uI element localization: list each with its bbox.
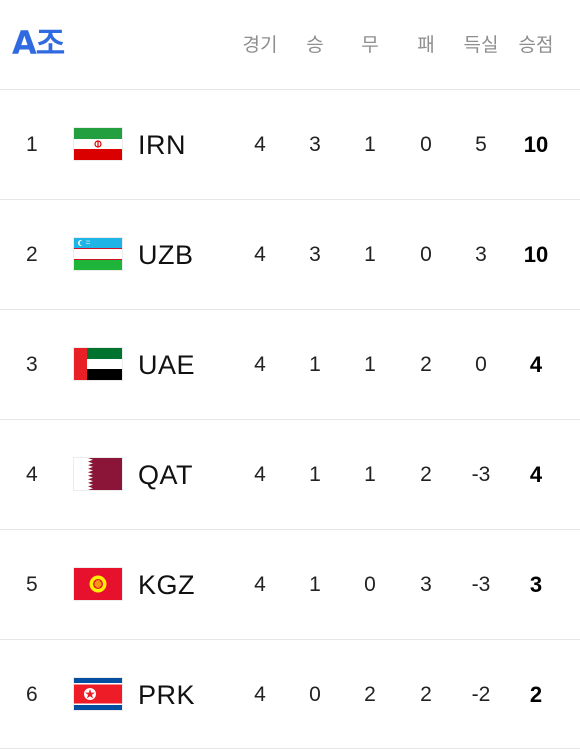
played: 4 (254, 243, 266, 266)
table-row[interactable]: 1 IRN 4 3 1 0 5 10 (0, 89, 580, 199)
goal-diff: 3 (475, 243, 487, 266)
standings-table: 1 IRN 4 3 1 0 5 10 2 (0, 89, 580, 749)
drawn: 1 (364, 463, 376, 486)
header-points: 승점 (518, 34, 554, 56)
standings-header: A조 경기 승 무 패 득실 승점 (0, 0, 580, 88)
drawn: 0 (364, 573, 376, 596)
lost: 2 (420, 683, 432, 706)
table-row[interactable]: 2 UZB 4 3 1 0 3 10 (0, 199, 580, 309)
won: 0 (309, 683, 321, 706)
header-lost: 패 (417, 34, 435, 56)
won: 3 (309, 133, 321, 156)
goal-diff: -2 (471, 683, 491, 706)
played: 4 (254, 573, 266, 596)
goal-diff: -3 (471, 463, 491, 486)
header-won: 승 (306, 34, 324, 56)
team-name[interactable]: KGZ (138, 570, 196, 600)
rank: 3 (26, 353, 38, 376)
rank: 2 (26, 243, 38, 266)
points: 3 (529, 572, 543, 597)
header-played: 경기 (242, 34, 278, 56)
qatar-flag-icon (74, 458, 122, 490)
group-title: A조 (12, 24, 65, 62)
points: 10 (523, 242, 549, 267)
table-row[interactable]: 6 PRK 4 0 2 2 -2 2 (0, 639, 580, 749)
rank: 5 (26, 573, 38, 596)
uzbekistan-flag-icon (74, 238, 122, 270)
played: 4 (254, 353, 266, 376)
points: 4 (529, 352, 543, 377)
north-korea-flag-icon (74, 678, 122, 710)
team-name[interactable]: IRN (138, 130, 186, 160)
won: 1 (309, 573, 321, 596)
won: 3 (309, 243, 321, 266)
header-drawn: 무 (361, 34, 379, 56)
lost: 3 (420, 573, 432, 596)
lost: 2 (420, 463, 432, 486)
points: 10 (523, 132, 549, 157)
played: 4 (254, 133, 266, 156)
uae-flag-icon (74, 348, 122, 380)
team-name[interactable]: UAE (138, 350, 196, 380)
drawn: 1 (364, 243, 376, 266)
points: 4 (529, 462, 543, 487)
drawn: 1 (364, 353, 376, 376)
drawn: 2 (364, 683, 376, 706)
team-name[interactable]: PRK (138, 680, 196, 710)
rank: 1 (26, 133, 38, 156)
header-goal-diff: 득실 (463, 34, 499, 56)
won: 1 (309, 463, 321, 486)
lost: 0 (420, 243, 432, 266)
table-row[interactable]: 4 QAT 4 1 1 2 -3 4 (0, 419, 580, 529)
played: 4 (254, 683, 266, 706)
iran-flag-icon (74, 128, 122, 160)
team-name[interactable]: QAT (138, 460, 193, 490)
goal-diff: -3 (471, 573, 491, 596)
drawn: 1 (364, 133, 376, 156)
goal-diff: 0 (475, 353, 487, 376)
lost: 0 (420, 133, 432, 156)
won: 1 (309, 353, 321, 376)
played: 4 (254, 463, 266, 486)
team-name[interactable]: UZB (138, 240, 194, 270)
points: 2 (529, 682, 543, 707)
table-row[interactable]: 5 KGZ 4 1 0 3 -3 3 (0, 529, 580, 639)
goal-diff: 5 (475, 133, 487, 156)
kyrgyzstan-flag-icon (74, 568, 122, 600)
lost: 2 (420, 353, 432, 376)
rank: 6 (26, 683, 38, 706)
rank: 4 (26, 463, 38, 486)
table-row[interactable]: 3 UAE 4 1 1 2 0 4 (0, 309, 580, 419)
